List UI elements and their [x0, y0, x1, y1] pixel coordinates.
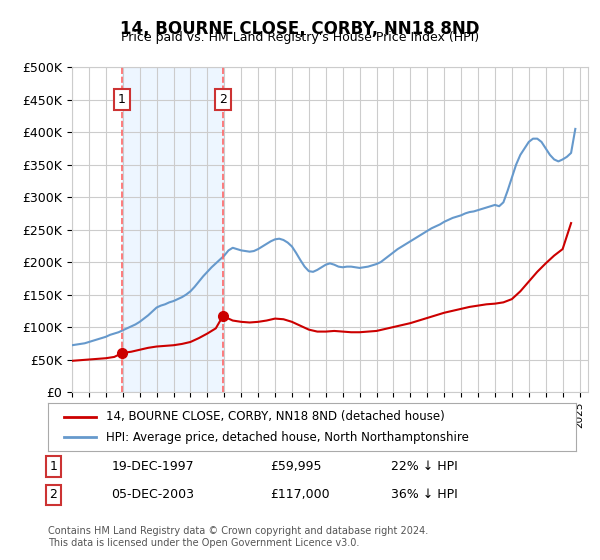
Text: 05-DEC-2003: 05-DEC-2003 — [112, 488, 194, 501]
Text: £117,000: £117,000 — [270, 488, 329, 501]
Text: 2: 2 — [49, 488, 57, 501]
Text: Contains HM Land Registry data © Crown copyright and database right 2024.
This d: Contains HM Land Registry data © Crown c… — [48, 526, 428, 548]
Text: HPI: Average price, detached house, North Northamptonshire: HPI: Average price, detached house, Nort… — [106, 431, 469, 444]
Text: 14, BOURNE CLOSE, CORBY, NN18 8ND: 14, BOURNE CLOSE, CORBY, NN18 8ND — [120, 20, 480, 38]
Text: 14, BOURNE CLOSE, CORBY, NN18 8ND (detached house): 14, BOURNE CLOSE, CORBY, NN18 8ND (detac… — [106, 410, 445, 423]
Bar — [122, 67, 223, 392]
Text: £59,995: £59,995 — [270, 460, 321, 473]
Text: Price paid vs. HM Land Registry's House Price Index (HPI): Price paid vs. HM Land Registry's House … — [121, 31, 479, 44]
Text: 1: 1 — [118, 93, 126, 106]
Text: 2: 2 — [219, 93, 227, 106]
Text: 36% ↓ HPI: 36% ↓ HPI — [391, 488, 458, 501]
Text: 1: 1 — [49, 460, 57, 473]
Text: 22% ↓ HPI: 22% ↓ HPI — [391, 460, 458, 473]
Text: 19-DEC-1997: 19-DEC-1997 — [112, 460, 194, 473]
